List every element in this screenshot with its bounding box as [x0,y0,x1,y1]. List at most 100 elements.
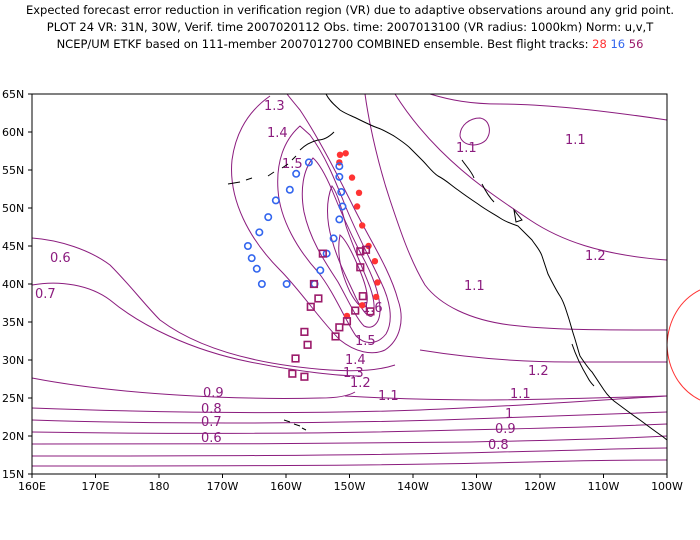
contour-label: 1.1 [565,133,586,148]
header-line-1: Expected forecast error reduction in ver… [25,3,675,17]
contour-label: 1.5 [355,334,376,349]
contour-line [338,234,368,308]
hawaii-islands [283,419,307,431]
track-red-point [374,279,381,286]
contour-label: 0.9 [495,422,516,437]
header-line-3-text: NCEP/UM ETKF based on 111-member 2007012… [56,37,589,51]
contour-label: 1.4 [267,126,288,141]
track-blue-point [292,169,301,178]
lon-tick-label: 180 [149,480,170,493]
track-purple-point [351,306,360,315]
lon-tick-label: 170E [82,480,110,493]
track-purple-point [306,302,315,311]
track-blue-point [304,158,313,167]
contour-line [394,94,667,261]
track-purple-point [288,369,297,378]
lon-tick-label: 100W [651,480,683,493]
contour-label: 1.1 [510,387,531,402]
aleutian-islands [227,155,297,185]
track-red-point [355,189,363,196]
contour-label: 1.5 [282,157,303,172]
lon-tick-label: 130W [461,480,493,493]
track-blue-point [252,264,261,273]
track-blue-point [285,185,294,194]
contour-label: 0.6 [50,251,71,266]
contour-label: 1.3 [264,99,285,114]
contour-line [301,157,381,328]
lon-tick-label: 150W [334,480,366,493]
contour-label: 1.1 [378,389,399,404]
contour-label: 1.1 [464,279,485,294]
contour-label: 1.4 [345,353,366,368]
header-line-3: NCEP/UM ETKF based on 111-member 2007012… [0,36,700,53]
track-purple-point [309,279,319,289]
lat-tick-label: 35N [2,316,24,329]
contour-line [32,423,667,434]
track-purple-point [300,327,309,336]
contour-label: 1.2 [585,249,606,264]
track-blue-point [337,188,346,197]
track-purple-point [356,247,365,256]
vancouver-island [513,208,523,223]
track-blue-point [271,196,280,205]
track-blue-point [335,172,344,181]
track-blue-point [264,213,273,222]
track-count-red: 28 [592,37,607,51]
lon-tick-label: 160E [18,480,46,493]
track-blue-point [255,228,264,237]
lon-tick-label: 140W [397,480,429,493]
track-blue-point [329,234,338,243]
lat-tick-label: 40N [2,278,24,291]
contour-line [32,377,356,399]
contour-label: 1.3 [343,366,364,381]
alaska-peninsula [299,131,335,151]
contour-line [32,395,667,414]
contour-label: 1.2 [350,376,371,391]
lat-tick-label: 55N [2,164,24,177]
lat-tick-label: 20N [2,430,24,443]
track-red-point [342,150,349,157]
contour-label: 0.9 [203,386,224,401]
contour-label: 1.1 [456,141,477,156]
contour-line [364,94,667,331]
lon-tick-label: 160W [270,480,302,493]
verification-region-circle [666,289,700,401]
contour-label: 0.8 [201,402,222,417]
baja-peninsula [571,343,595,387]
track-red-point [359,222,366,229]
plot-header: Expected forecast error reduction in ver… [0,2,700,53]
british-columbia-coast [461,159,495,203]
contour-label: 0.7 [35,287,56,302]
lat-tick-label: 30N [2,354,24,367]
track-blue-point [243,242,252,251]
lat-tick-label: 65N [2,88,24,101]
contour-line [32,282,361,377]
track-purple-point [300,372,309,381]
contour-label: 0.7 [201,415,222,430]
contour-line [32,447,667,457]
track-red-point [371,258,379,265]
track-count-purple: 56 [628,37,644,51]
track-purple-point [361,245,371,254]
contour-lines [32,94,667,467]
track-blue-point [316,266,325,275]
contour-label-group: 1.3 1.4 1.5 0.6 0.7 1.1 1.1 1.2 1.1 1.6 … [35,99,606,453]
track-count-blue: 16 [610,37,626,51]
contour-line [32,459,667,467]
lat-tick-label: 25N [2,392,24,405]
contour-line [429,94,667,121]
contour-label: 1 [505,407,513,422]
track-red-point [348,174,356,181]
lat-tick-label: 15N [2,468,24,481]
track-purple-point [342,317,352,326]
contour-line [32,411,667,424]
track-purple-point [366,307,375,316]
track-blue-point [257,279,266,288]
contour-label: 0.8 [488,438,509,453]
coastlines [227,94,667,441]
track-red-point [353,203,361,210]
track-blue-point [282,279,291,288]
lat-tick-label: 50N [2,202,24,215]
track-blue-point [335,162,344,171]
